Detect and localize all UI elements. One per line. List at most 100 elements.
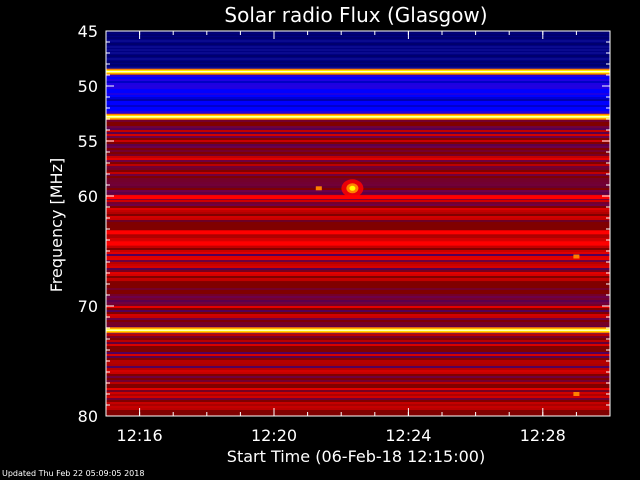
noise-streak [106, 308, 610, 310]
noise-streak [106, 378, 610, 380]
noise-streak [106, 210, 610, 212]
noise-streak [106, 160, 610, 162]
noise-streak [106, 216, 610, 218]
noise-streak [106, 91, 610, 93]
x-tick-label: 12:24 [385, 426, 431, 445]
noise-streak [106, 124, 610, 126]
noise-streak [106, 126, 610, 128]
noise-streak [106, 248, 610, 250]
noise-streak [106, 81, 610, 83]
noise-streak [106, 128, 610, 130]
noise-streak [106, 366, 610, 368]
noise-streak [106, 346, 610, 348]
noise-streak [106, 268, 610, 270]
noise-streak [106, 162, 610, 164]
noise-streak [106, 326, 610, 328]
noise-streak [106, 374, 610, 376]
noise-streak [106, 292, 610, 294]
noise-streak [106, 262, 610, 264]
plot-frame [105, 30, 611, 417]
interference-line [106, 195, 610, 200]
noise-streak [106, 274, 610, 276]
noise-streak [106, 266, 610, 268]
noise-streak [106, 286, 610, 288]
noise-streak [106, 404, 610, 406]
noise-streak [106, 336, 610, 338]
noise-streak [106, 212, 610, 214]
noise-streak [106, 282, 610, 284]
noise-streak [106, 392, 610, 394]
noise-streak [106, 384, 610, 386]
noise-streak [106, 412, 610, 414]
noise-streak [106, 34, 610, 36]
noise-streak [106, 234, 610, 236]
noise-streak [106, 52, 610, 54]
noise-streak [106, 174, 610, 176]
noise-streak [106, 324, 610, 326]
noise-streak [106, 254, 610, 256]
emission-spot [573, 392, 580, 396]
noise-streak [106, 83, 610, 85]
noise-streak [106, 294, 610, 296]
noise-streak [106, 89, 610, 91]
noise-streak [106, 380, 610, 382]
emission-features [315, 179, 580, 396]
noise-streak [106, 352, 610, 354]
noise-streak [106, 176, 610, 178]
noise-streak [106, 372, 610, 374]
noise-streak [106, 290, 610, 292]
noise-streak [106, 382, 610, 384]
noise-streak [106, 302, 610, 304]
noise-streak [106, 408, 610, 410]
noise-streak [106, 132, 610, 134]
x-tick-label: 12:28 [520, 426, 566, 445]
noise-streak [106, 256, 610, 258]
noise-streak [106, 364, 610, 366]
noise-streak [106, 358, 610, 360]
noise-streak [106, 134, 610, 136]
noise-streak [106, 222, 610, 224]
noise-streak [106, 99, 610, 101]
noise-streak [106, 276, 610, 278]
noise-streak [106, 400, 610, 402]
noise-streak [106, 200, 610, 202]
chart-title: Solar radio Flux (Glasgow) [224, 3, 487, 27]
noise-streak [106, 142, 610, 144]
noise-streak [106, 296, 610, 298]
noise-streak [106, 344, 610, 346]
noise-streak [106, 312, 610, 314]
noise-streak [106, 258, 610, 260]
noise-streak [106, 31, 610, 33]
noise-streak [106, 316, 610, 318]
noise-streak [106, 220, 610, 222]
noise-streak [106, 368, 610, 370]
noise-streak [106, 338, 610, 340]
y-axis-label: Frequency [MHz] [47, 158, 66, 292]
y-tick-label: 70 [78, 297, 98, 316]
noise-streak [106, 93, 610, 95]
emission-spot [573, 254, 580, 259]
noise-streak [106, 236, 610, 238]
noise-streak [106, 103, 610, 105]
noise-streak [106, 360, 610, 362]
noise-streak [106, 164, 610, 166]
noise-streak [106, 410, 610, 412]
x-tick-label: 12:20 [251, 426, 297, 445]
noise-streak [106, 120, 610, 122]
noise-streak [106, 55, 610, 57]
noise-streak [106, 376, 610, 378]
noise-streak [106, 148, 610, 150]
noise-streak [106, 140, 610, 142]
noise-streak [106, 252, 610, 254]
noise-streak [106, 250, 610, 252]
noise-streak [106, 156, 610, 158]
noise-streak [106, 264, 610, 266]
y-tick-label: 45 [78, 22, 98, 41]
y-tick-label: 60 [78, 187, 98, 206]
noise-streak [106, 270, 610, 272]
y-axis-ticks: 45 50 55 60 70 80 [78, 22, 610, 426]
spectrogram-plot-area [106, 31, 610, 416]
noise-streak [106, 58, 610, 60]
x-tick-label: 12:16 [117, 426, 163, 445]
